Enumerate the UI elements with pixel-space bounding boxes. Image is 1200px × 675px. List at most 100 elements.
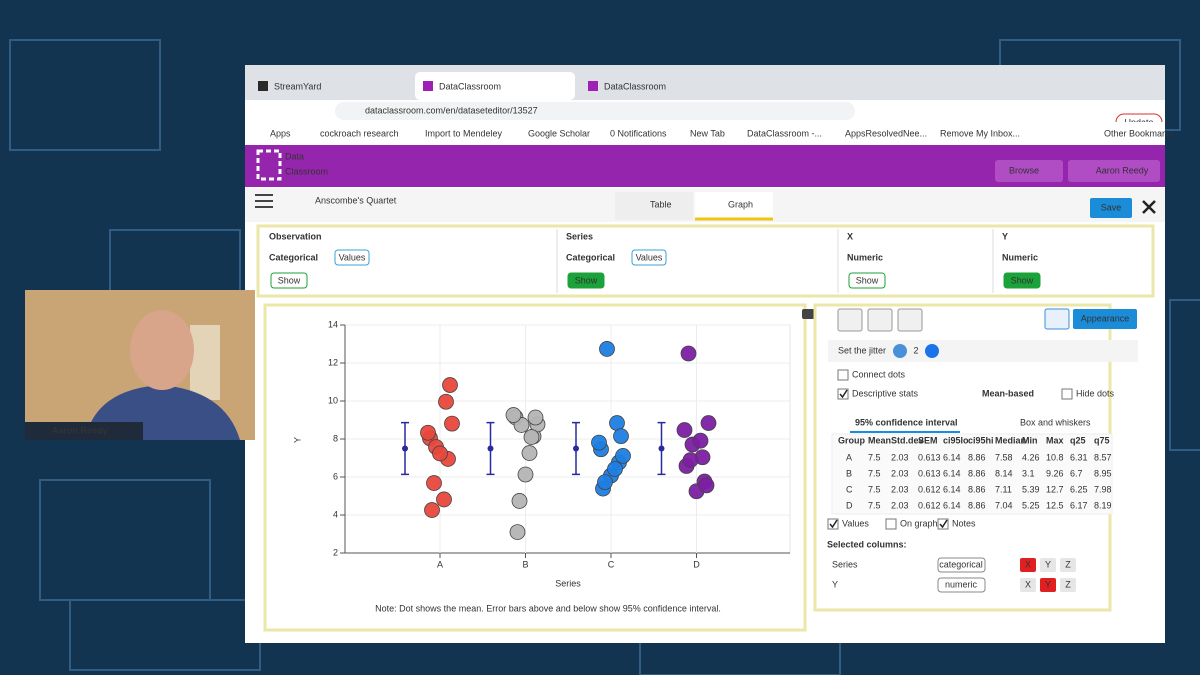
data-point — [527, 409, 544, 426]
url-field[interactable] — [335, 102, 855, 120]
jitter-row — [828, 340, 1138, 362]
checkbox[interactable] — [837, 369, 849, 381]
jitter-label: Set the jitter — [838, 345, 886, 355]
data-point — [680, 345, 697, 362]
axis-button[interactable] — [1040, 578, 1056, 592]
view-tab[interactable] — [695, 192, 773, 220]
bookmark[interactable]: Other Bookmarks — [1104, 128, 1175, 138]
data-point — [607, 461, 623, 477]
x-tick-label: B — [522, 559, 528, 569]
stats-cell: 6.7 — [1070, 468, 1083, 478]
hide-dots-label: Hide dots — [1076, 388, 1115, 398]
data-point — [511, 493, 528, 509]
dataset-name: Anscombe's Quartet — [315, 195, 397, 205]
bookmark[interactable]: Apps — [270, 128, 291, 138]
bookmark[interactable]: AppsResolvedNee... — [845, 128, 927, 138]
show-button[interactable] — [567, 272, 605, 289]
axis-button[interactable] — [1020, 578, 1036, 592]
bookmark[interactable]: Import to Mendeley — [425, 128, 503, 138]
stats-cell: 12.7 — [1046, 484, 1064, 494]
bookmark[interactable]: Google Scholar — [528, 128, 590, 138]
view-tab[interactable] — [615, 192, 693, 220]
bookmark[interactable]: 0 Notifications — [610, 128, 667, 138]
data-point — [682, 452, 699, 468]
checkbox[interactable] — [885, 518, 897, 530]
logo: Data — [285, 151, 304, 161]
stats-cell: 8.86 — [968, 452, 986, 462]
column-type[interactable]: Numeric — [847, 252, 883, 262]
bookmark[interactable]: Remove My Inbox... — [940, 128, 1020, 138]
stats-cell: 8.86 — [968, 500, 986, 510]
appearance-icon[interactable] — [1044, 308, 1070, 330]
box-option[interactable]: Box and whiskers — [1020, 417, 1091, 427]
data-point — [615, 448, 631, 464]
column-type[interactable]: Numeric — [1002, 252, 1038, 262]
bookmark[interactable]: New Tab — [690, 128, 725, 138]
axis-button[interactable] — [1040, 558, 1056, 572]
data-point — [599, 341, 615, 357]
mean-dot — [658, 445, 665, 452]
data-point — [505, 407, 522, 423]
stats-header: SEM — [918, 435, 938, 445]
appearance-button[interactable] — [1073, 309, 1137, 329]
stats-header: Median — [995, 435, 1026, 445]
values-button[interactable] — [631, 249, 667, 266]
browser-tab[interactable] — [415, 72, 575, 100]
checkbox[interactable] — [1061, 388, 1073, 400]
jitter-minus[interactable] — [893, 344, 907, 358]
save-button[interactable] — [1090, 198, 1132, 218]
column-name: X — [847, 231, 853, 241]
data-point — [509, 524, 526, 540]
show-button[interactable] — [1003, 272, 1041, 289]
bookmarks-bar — [245, 122, 1165, 145]
show-button[interactable] — [848, 272, 886, 289]
stats-cell: 3.1 — [1022, 468, 1035, 478]
axis-button[interactable] — [1060, 558, 1076, 572]
stats-cell: 9.26 — [1046, 468, 1064, 478]
stats-cell: 7.5 — [868, 452, 881, 462]
chart-type-icon[interactable] — [897, 308, 923, 332]
browser-tab[interactable] — [250, 72, 410, 100]
user-button[interactable] — [1068, 160, 1160, 182]
checkbox[interactable] — [837, 388, 849, 400]
mean-dot — [402, 445, 408, 452]
data-point — [700, 415, 717, 431]
bookmark[interactable]: cockroach research — [320, 128, 399, 138]
browse-button[interactable] — [995, 160, 1063, 182]
stats-header: Max — [1046, 435, 1064, 445]
save-label: Save — [1101, 202, 1122, 212]
column-type[interactable]: Categorical — [566, 252, 615, 262]
axis-button[interactable] — [1060, 578, 1076, 592]
chart-type-icon[interactable] — [867, 308, 893, 332]
data-point — [698, 477, 715, 494]
stats-cell: 8.14 — [995, 468, 1013, 478]
axis-button-label: Z — [1065, 559, 1071, 569]
tab-icon — [423, 81, 433, 91]
close-icon — [1142, 200, 1156, 214]
stats-table — [831, 433, 1113, 515]
bookmark[interactable]: DataClassroom -... — [747, 128, 822, 138]
interval-option[interactable]: 95% confidence interval — [855, 417, 958, 427]
stats-cell: 6.14 — [943, 484, 961, 494]
stats-cell: 8.86 — [968, 468, 986, 478]
check-label: Notes — [952, 518, 976, 528]
stats-cell: 6.14 — [943, 452, 961, 462]
browser-tab[interactable] — [580, 72, 740, 100]
selected-name: Y — [832, 579, 838, 589]
stat-mode[interactable]: Mean-based — [982, 388, 1034, 398]
stats-cell: 7.04 — [995, 500, 1013, 510]
stats-cell: 7.5 — [868, 484, 881, 494]
stats-cell: 2.03 — [891, 452, 909, 462]
checkbox[interactable] — [827, 518, 839, 530]
axis-button-label: Y — [1045, 579, 1051, 589]
values-button[interactable] — [334, 249, 370, 266]
x-tick-label: C — [608, 559, 615, 569]
jitter-plus[interactable] — [925, 344, 939, 358]
axis-button[interactable] — [1020, 558, 1036, 572]
camera-icon[interactable] — [802, 309, 815, 319]
column-type[interactable]: Categorical — [269, 252, 318, 262]
checkbox[interactable] — [937, 518, 949, 530]
chart-type-icon[interactable] — [837, 308, 863, 332]
show-button[interactable] — [270, 272, 308, 289]
